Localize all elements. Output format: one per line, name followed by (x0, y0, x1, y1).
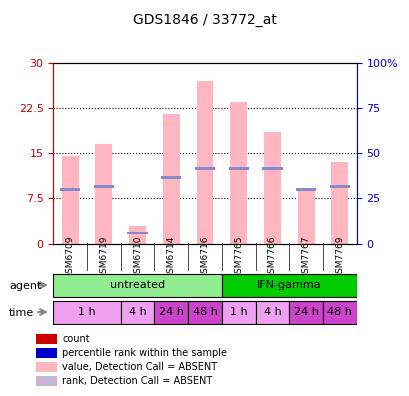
Bar (262, 167, 282, 169)
Bar (295, 188, 315, 191)
Text: GSM6719: GSM6719 (99, 235, 108, 279)
Text: agent: agent (9, 281, 41, 291)
Bar (329, 185, 349, 188)
Bar (188, 301, 221, 324)
Bar (120, 301, 154, 324)
Text: GSM6710: GSM6710 (133, 235, 142, 279)
Bar (129, 225, 146, 244)
Text: 4 h: 4 h (263, 307, 281, 317)
Bar (161, 176, 181, 179)
Text: 48 h: 48 h (327, 307, 351, 317)
Text: IFN-gamma: IFN-gamma (256, 280, 321, 290)
Bar (230, 103, 247, 244)
Text: GSM6709: GSM6709 (65, 235, 74, 279)
Text: 1 h: 1 h (78, 307, 96, 317)
Bar (36, 362, 56, 372)
Bar (255, 301, 289, 324)
Bar (221, 274, 356, 297)
Text: 24 h: 24 h (293, 307, 318, 317)
Text: 4 h: 4 h (128, 307, 146, 317)
Text: time: time (9, 308, 34, 318)
Text: rank, Detection Call = ABSENT: rank, Detection Call = ABSENT (62, 376, 212, 386)
Bar (162, 114, 179, 244)
Text: GSM7767: GSM7767 (301, 235, 310, 279)
Text: GDS1846 / 33772_at: GDS1846 / 33772_at (133, 13, 276, 27)
Bar (53, 274, 221, 297)
Text: 24 h: 24 h (158, 307, 183, 317)
Bar (36, 334, 56, 344)
Bar (94, 185, 114, 188)
Bar (62, 156, 79, 244)
Bar (194, 167, 215, 169)
Text: GSM7765: GSM7765 (234, 235, 243, 279)
Text: GSM7769: GSM7769 (335, 235, 344, 279)
Bar (263, 132, 280, 244)
Bar (127, 232, 147, 234)
Bar (60, 188, 80, 191)
Text: value, Detection Call = ABSENT: value, Detection Call = ABSENT (62, 362, 217, 372)
Bar (154, 301, 188, 324)
Text: GSM7766: GSM7766 (267, 235, 276, 279)
Text: untreated: untreated (110, 280, 165, 290)
Bar (95, 145, 112, 244)
Bar (330, 162, 347, 244)
Text: count: count (62, 334, 90, 344)
Bar (53, 301, 120, 324)
Bar (221, 301, 255, 324)
Bar (322, 301, 356, 324)
Bar (228, 167, 248, 169)
Text: GSM6716: GSM6716 (200, 235, 209, 279)
Text: percentile rank within the sample: percentile rank within the sample (62, 348, 227, 358)
Bar (297, 189, 314, 244)
Bar (196, 81, 213, 244)
Text: 48 h: 48 h (192, 307, 217, 317)
Text: 1 h: 1 h (229, 307, 247, 317)
Bar (36, 348, 56, 358)
Bar (289, 301, 322, 324)
Text: GSM6714: GSM6714 (166, 235, 175, 279)
Bar (36, 376, 56, 386)
